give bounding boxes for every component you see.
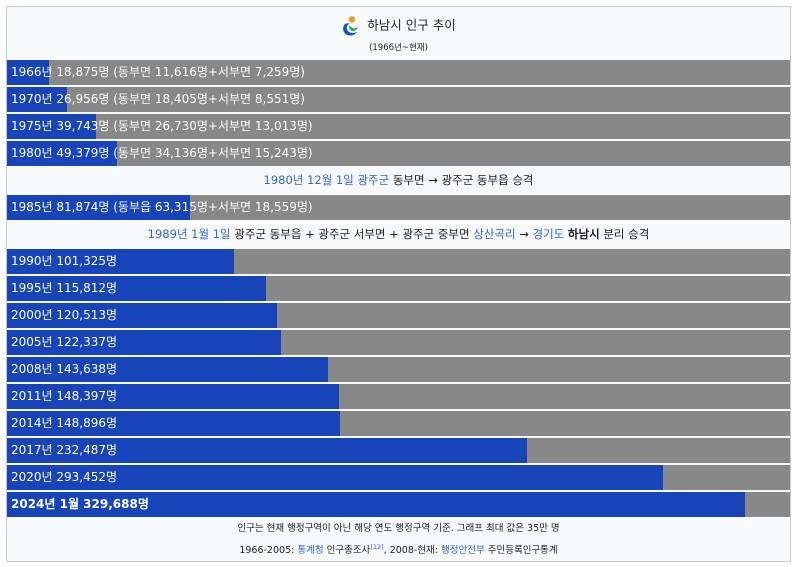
note-text: 광주군 동부읍 + 광주군 서부면 + 광주군 중부면 xyxy=(230,227,474,241)
bar-fill xyxy=(7,114,96,139)
bar-label: 1995년 115,812명 xyxy=(11,281,118,295)
bar-label: 2020년 293,452명 xyxy=(11,470,118,484)
note-text: 분리 승격 xyxy=(599,227,650,241)
note-text: 동부면 → 광주군 동부읍 승격 xyxy=(389,173,534,187)
bar-fill xyxy=(7,276,266,301)
bar-row: 2020년 293,452명 xyxy=(7,465,790,490)
bar-fill xyxy=(7,492,745,517)
bar-label: 2005년 122,337명 xyxy=(11,335,118,349)
bar-row: 2011년 148,397명 xyxy=(7,384,790,409)
bar-row: 2014년 148,896명 xyxy=(7,411,790,436)
bar-row: 1970년 26,956명 (동부면 18,405명+서부면 8,551명) xyxy=(7,87,790,112)
bar-label: 2000년 120,513명 xyxy=(11,308,118,322)
bar-fill xyxy=(7,465,663,490)
note-date-link[interactable]: 1980년 12월 1일 xyxy=(263,173,354,187)
note-city: 하남시 xyxy=(567,227,600,241)
bar-label: 1985년 81,874명 (동부읍 63,315명+서부면 18,559명) xyxy=(11,200,313,214)
bar-label: 1970년 26,956명 (동부면 18,405명+서부면 8,551명) xyxy=(11,92,305,106)
chart-frame: 하남시 인구 추이 (1966년~현재) 1966년 18,875명 (동부면 … xyxy=(6,6,791,562)
bar-row: 2024년 1월 329,688명 xyxy=(7,492,790,517)
bar-fill xyxy=(7,141,117,166)
bar-fill xyxy=(7,60,49,85)
note-county-link[interactable]: 광주군 xyxy=(357,173,390,187)
bar-label: 1975년 39,743명 (동부면 26,730명+서부면 13,013명) xyxy=(11,119,313,133)
bar-row: 1975년 39,743명 (동부면 26,730명+서부면 13,013명) xyxy=(7,114,790,139)
bar-label: 2024년 1월 329,688명 xyxy=(11,497,149,511)
bar-label: 2011년 148,397명 xyxy=(11,389,118,403)
bar-label: 2014년 148,896명 xyxy=(11,416,118,430)
footer-sources: 1966-2005: 통계청 인구총조사[12], 2008-현재: 행정안전부… xyxy=(239,543,558,557)
bar-fill xyxy=(7,330,281,355)
chart-title: 하남시 인구 추이 xyxy=(367,17,456,33)
source-link-ministry[interactable]: 행정안전부 xyxy=(441,545,485,557)
bar-fill xyxy=(7,249,234,274)
bar-row: 1990년 101,325명 xyxy=(7,249,790,274)
bar-row: 2005년 122,337명 xyxy=(7,330,790,355)
bar-label: 2017년 232,487명 xyxy=(11,443,118,457)
note-province-link[interactable]: 경기도 xyxy=(532,227,565,241)
note-village-link[interactable]: 상산곡리 xyxy=(473,227,516,241)
footer-note: 인구는 현재 행정구역이 아닌 해당 연도 행정구역 기준. 그래프 최대 값은… xyxy=(237,523,560,534)
bar-row: 1995년 115,812명 xyxy=(7,276,790,301)
chart-header: 하남시 인구 추이 (1966년~현재) xyxy=(7,7,790,61)
bar-row: 1966년 18,875명 (동부면 11,616명+서부면 7,259명) xyxy=(7,60,790,85)
bar-row: 2008년 143,638명 xyxy=(7,357,790,382)
bar-fill xyxy=(7,87,67,112)
reference-link[interactable]: [12] xyxy=(370,543,384,551)
bar-fill xyxy=(7,195,190,220)
note-date-link[interactable]: 1989년 1월 1일 xyxy=(147,227,231,241)
bar-row: 1985년 81,874명 (동부읍 63,315명+서부면 18,559명) xyxy=(7,195,790,220)
bar-fill xyxy=(7,303,277,328)
bar-row: 1980년 49,379명 (동부면 34,136명+서부면 15,243명) xyxy=(7,141,790,166)
title-row: 하남시 인구 추이 xyxy=(7,14,790,36)
source-link-statistics[interactable]: 통계청 xyxy=(297,545,324,557)
note-1989: 1989년 1월 1일 광주군 동부읍 + 광주군 서부면 + 광주군 중부면 … xyxy=(7,222,790,247)
bar-label: 1966년 18,875명 (동부면 11,616명+서부면 7,259명) xyxy=(11,65,305,79)
bar-fill xyxy=(7,411,340,436)
bar-fill xyxy=(7,438,527,463)
bar-label: 1990년 101,325명 xyxy=(11,254,118,268)
bar-fill xyxy=(7,357,328,382)
bar-row: 2000년 120,513명 xyxy=(7,303,790,328)
hanam-city-emblem-icon xyxy=(343,15,358,36)
chart-subtitle: (1966년~현재) xyxy=(369,43,428,53)
bar-label: 2008년 143,638명 xyxy=(11,362,118,376)
note-arrow: → xyxy=(515,227,533,241)
chart-footer: 인구는 현재 행정구역이 아닌 해당 연도 행정구역 기준. 그래프 최대 값은… xyxy=(7,520,790,556)
bar-row: 2017년 232,487명 xyxy=(7,438,790,463)
note-1980: 1980년 12월 1일 광주군 동부면 → 광주군 동부읍 승격 xyxy=(7,168,790,193)
bar-label: 1980년 49,379명 (동부면 34,136명+서부면 15,243명) xyxy=(11,146,313,160)
bar-fill xyxy=(7,384,339,409)
